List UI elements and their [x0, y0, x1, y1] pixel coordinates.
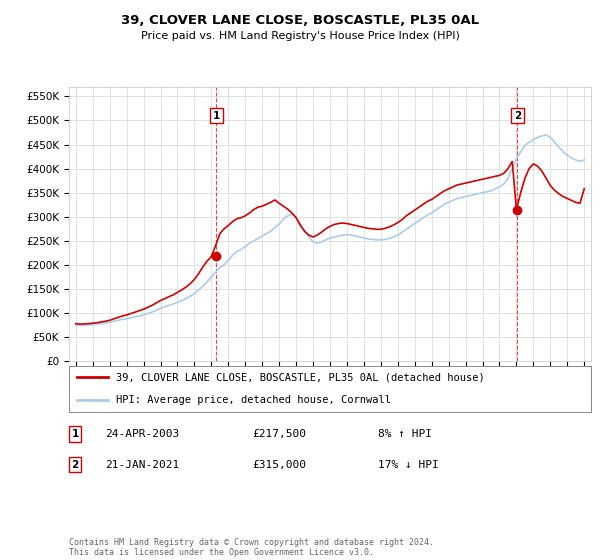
Text: Price paid vs. HM Land Registry's House Price Index (HPI): Price paid vs. HM Land Registry's House … [140, 31, 460, 41]
Text: 1: 1 [213, 111, 220, 121]
Text: 2: 2 [71, 460, 79, 470]
Text: 39, CLOVER LANE CLOSE, BOSCASTLE, PL35 0AL: 39, CLOVER LANE CLOSE, BOSCASTLE, PL35 0… [121, 14, 479, 27]
Text: 21-JAN-2021: 21-JAN-2021 [105, 460, 179, 470]
Text: £315,000: £315,000 [252, 460, 306, 470]
Text: 2: 2 [514, 111, 521, 121]
Text: £217,500: £217,500 [252, 429, 306, 439]
Text: 17% ↓ HPI: 17% ↓ HPI [378, 460, 439, 470]
Text: Contains HM Land Registry data © Crown copyright and database right 2024.
This d: Contains HM Land Registry data © Crown c… [69, 538, 434, 557]
Text: 8% ↑ HPI: 8% ↑ HPI [378, 429, 432, 439]
Text: 1: 1 [71, 429, 79, 439]
Text: HPI: Average price, detached house, Cornwall: HPI: Average price, detached house, Corn… [116, 395, 391, 405]
Text: 24-APR-2003: 24-APR-2003 [105, 429, 179, 439]
Text: 39, CLOVER LANE CLOSE, BOSCASTLE, PL35 0AL (detached house): 39, CLOVER LANE CLOSE, BOSCASTLE, PL35 0… [116, 372, 485, 382]
